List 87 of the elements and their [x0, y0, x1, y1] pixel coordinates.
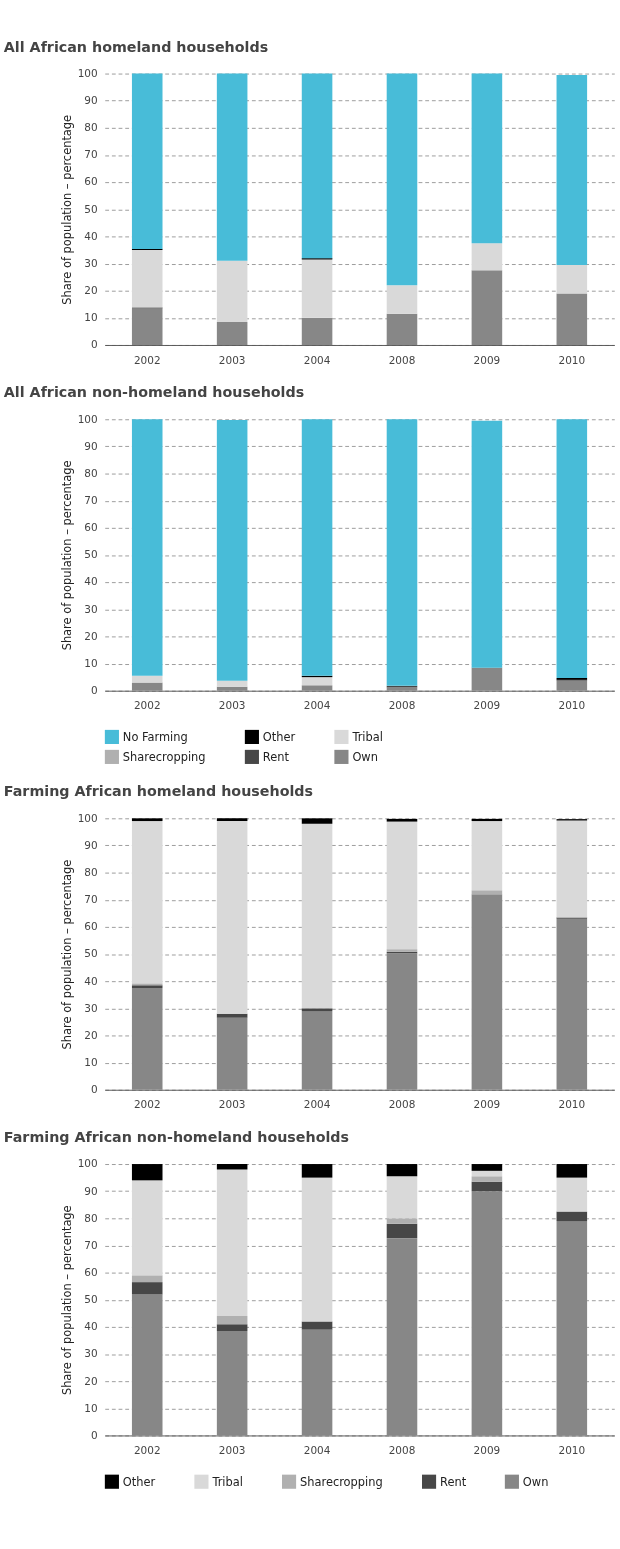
- x-tick-label: 2008: [388, 1444, 416, 1457]
- y-tick-label: 20: [84, 1028, 98, 1041]
- y-tick-label: 100: [77, 811, 98, 824]
- x-tick-label: 2009: [473, 699, 501, 712]
- x-tick-label: 2008: [388, 1098, 416, 1111]
- x-tick-label: 2002: [133, 1098, 161, 1111]
- y-tick-label: 70: [84, 494, 98, 507]
- y-tick-label: 70: [84, 148, 98, 161]
- x-tick-label: 2004: [303, 353, 331, 366]
- y-tick-label: 0: [90, 1428, 98, 1441]
- x-tick-label: 2010: [558, 699, 586, 712]
- y-tick-label: 100: [77, 1157, 98, 1170]
- y-tick-label: 30: [84, 1001, 98, 1014]
- y-tick-label: 30: [84, 256, 98, 269]
- y-tick-label: 60: [84, 521, 98, 534]
- legend-label: Rent: [440, 1474, 467, 1489]
- x-tick-label: 2010: [558, 1098, 586, 1111]
- x-tick-label: 2004: [303, 1098, 331, 1111]
- chart-title: All African non-homeland households: [3, 384, 305, 401]
- y-tick-label: 20: [84, 629, 98, 642]
- y-tick-label: 40: [84, 229, 98, 242]
- y-axis-title: Share of population – percentage: [59, 859, 74, 1050]
- x-tick-label: 2009: [473, 353, 501, 366]
- x-tick-label: 2008: [388, 699, 416, 712]
- legend-label: Other: [122, 1474, 156, 1489]
- y-tick-label: 60: [84, 1265, 98, 1278]
- y-tick-label: 40: [84, 1320, 98, 1333]
- x-tick-label: 2003: [218, 1098, 246, 1111]
- y-tick-label: 80: [84, 466, 98, 479]
- x-tick-label: 2003: [218, 353, 246, 366]
- y-tick-label: 90: [84, 439, 98, 452]
- x-tick-label: 2009: [473, 1098, 501, 1111]
- legend-label: Own: [522, 1474, 549, 1489]
- y-tick-label: 0: [90, 338, 98, 351]
- y-tick-label: 60: [84, 920, 98, 933]
- x-tick-label: 2003: [218, 699, 246, 712]
- y-tick-label: 10: [84, 1401, 98, 1414]
- x-tick-label: 2003: [218, 1444, 246, 1457]
- y-tick-label: 70: [84, 893, 98, 906]
- x-tick-label: 2002: [133, 1444, 161, 1457]
- y-tick-label: 0: [90, 684, 98, 697]
- chart-title: Farming African homeland households: [3, 783, 314, 800]
- y-tick-label: 100: [77, 412, 98, 425]
- y-tick-label: 50: [84, 947, 98, 960]
- y-tick-label: 40: [84, 575, 98, 588]
- y-tick-label: 90: [84, 838, 98, 851]
- legend-label: Other: [262, 729, 296, 744]
- chart-title: Farming African non-homeland households: [3, 1129, 350, 1146]
- y-axis-title: Share of population – percentage: [59, 114, 74, 305]
- y-axis-title: Share of population – percentage: [59, 1205, 74, 1396]
- y-tick-label: 40: [84, 974, 98, 987]
- y-tick-label: 80: [84, 121, 98, 134]
- x-tick-label: 2008: [388, 353, 416, 366]
- y-tick-label: 30: [84, 1347, 98, 1360]
- y-tick-label: 60: [84, 175, 98, 188]
- y-tick-label: 70: [84, 1238, 98, 1251]
- chart-title: All African homeland households: [3, 38, 269, 55]
- y-tick-label: 10: [84, 1055, 98, 1068]
- y-tick-label: 10: [84, 311, 98, 324]
- y-tick-label: 80: [84, 1211, 98, 1224]
- y-tick-label: 90: [84, 1184, 98, 1197]
- legend-label: Sharecropping: [300, 1474, 383, 1489]
- y-tick-label: 50: [84, 548, 98, 561]
- x-tick-label: 2004: [303, 699, 331, 712]
- legend-label: Rent: [262, 749, 290, 764]
- y-tick-label: 30: [84, 602, 98, 615]
- y-tick-label: 20: [84, 284, 98, 297]
- x-tick-label: 2002: [133, 353, 161, 366]
- y-axis-title: Share of population – percentage: [59, 460, 74, 651]
- legend-label: No Farming: [122, 729, 188, 744]
- x-tick-label: 2009: [473, 1444, 501, 1457]
- x-tick-label: 2010: [558, 353, 586, 366]
- legend-label: Own: [352, 749, 378, 764]
- y-tick-label: 80: [84, 865, 98, 878]
- legend-label: Sharecropping: [122, 749, 206, 764]
- y-tick-label: 0: [90, 1083, 98, 1096]
- x-tick-label: 2002: [133, 699, 161, 712]
- x-tick-label: 2010: [558, 1444, 586, 1457]
- y-tick-label: 90: [84, 94, 98, 107]
- y-tick-label: 20: [84, 1374, 98, 1387]
- y-tick-label: 50: [84, 202, 98, 215]
- legend-label: Tribal: [211, 1474, 243, 1489]
- y-tick-label: 100: [77, 66, 98, 79]
- y-tick-label: 10: [84, 656, 98, 669]
- legend-label: Tribal: [351, 729, 383, 744]
- x-tick-label: 2004: [303, 1444, 331, 1457]
- y-tick-label: 50: [84, 1293, 98, 1306]
